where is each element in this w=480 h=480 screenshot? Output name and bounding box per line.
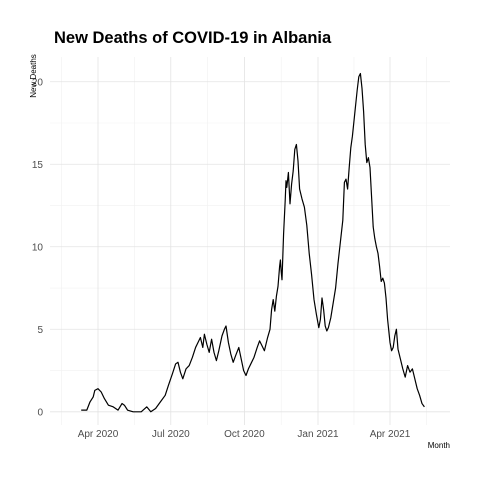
x-tick-label: Apr 2021	[370, 429, 411, 440]
series-layer	[81, 72, 425, 413]
minor-gridlines	[50, 57, 450, 425]
y-axis-title: New Deaths	[29, 54, 38, 98]
y-tick-label: 10	[32, 242, 44, 253]
major-gridlines	[50, 57, 450, 425]
chart-title: New Deaths of COVID-19 in Albania	[54, 29, 332, 47]
y-tick-label: 20	[32, 77, 44, 88]
y-tick-label: 5	[37, 325, 43, 336]
x-tick-label: Oct 2020	[224, 429, 265, 440]
series-line-new-deaths	[81, 72, 425, 413]
x-tick-label: Jul 2020	[152, 429, 190, 440]
x-axis-title: Month	[428, 441, 450, 450]
y-axis-ticks: 0 5 10 15 20	[32, 77, 44, 418]
x-axis-ticks: Apr 2020 Jul 2020 Oct 2020 Jan 2021 Apr 2021	[78, 429, 411, 440]
y-tick-label: 15	[32, 160, 44, 171]
x-tick-label: Apr 2020	[78, 429, 119, 440]
y-tick-label: 0	[37, 407, 43, 418]
x-tick-label: Jan 2021	[297, 429, 339, 440]
